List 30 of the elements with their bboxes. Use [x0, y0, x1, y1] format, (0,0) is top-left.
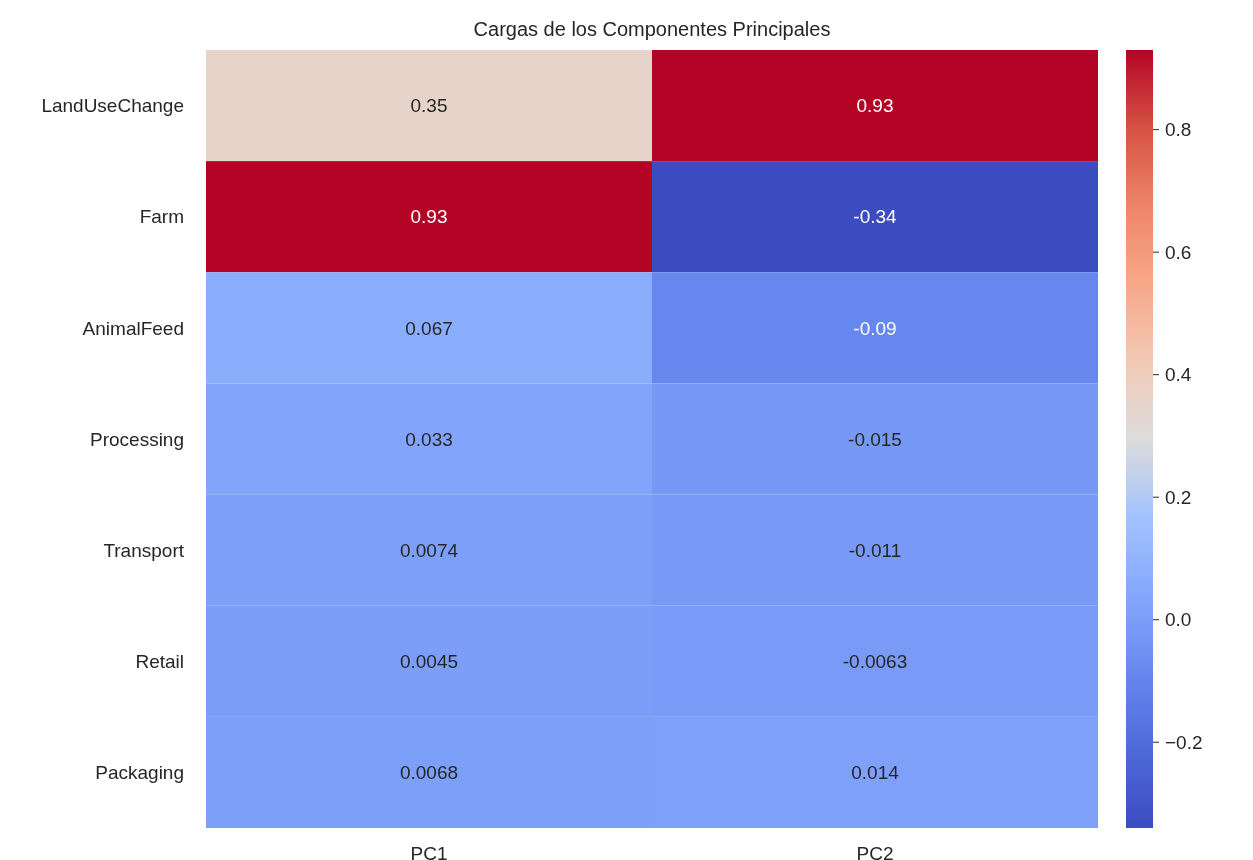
y-tick-label: Transport [103, 539, 185, 561]
data-label: -0.09 [853, 317, 897, 339]
data-label: -0.011 [848, 539, 902, 561]
data-label: -0.0063 [842, 650, 908, 672]
x-tick-label: PC2 [856, 843, 894, 860]
data-label: 0.0045 [399, 650, 459, 672]
data-label: 0.93 [410, 206, 448, 228]
data-label: 0.93 [856, 95, 894, 117]
x-tick-label: PC1 [410, 843, 448, 860]
y-tick-label: LandUseChange [41, 95, 184, 117]
color-bar-label: 0.4 [1165, 364, 1192, 386]
data-label: 0.014 [851, 762, 900, 784]
y-tick-label: Retail [135, 650, 184, 672]
color-bar-label: 0.8 [1165, 119, 1192, 141]
data-label: 0.033 [405, 428, 453, 450]
color-bar-label: −0.2 [1165, 731, 1203, 753]
data-label: -0.015 [848, 428, 902, 450]
y-tick-label: Farm [139, 206, 184, 228]
y-tick-label: Processing [90, 428, 184, 450]
data-label: -0.34 [853, 206, 898, 228]
data-label: 0.0068 [399, 762, 459, 784]
y-tick-label: AnimalFeed [82, 317, 184, 339]
chart-title: Cargas de los Componentes Principales [473, 18, 831, 40]
y-tick-label: Packaging [95, 762, 184, 784]
color-bar-label: 0.2 [1165, 486, 1192, 508]
data-label: 0.35 [410, 95, 448, 117]
color-bar-label: 0.0 [1165, 609, 1192, 631]
color-bar-label: 0.6 [1165, 241, 1192, 263]
data-label: 0.0074 [399, 539, 459, 561]
data-label: 0.067 [405, 317, 453, 339]
